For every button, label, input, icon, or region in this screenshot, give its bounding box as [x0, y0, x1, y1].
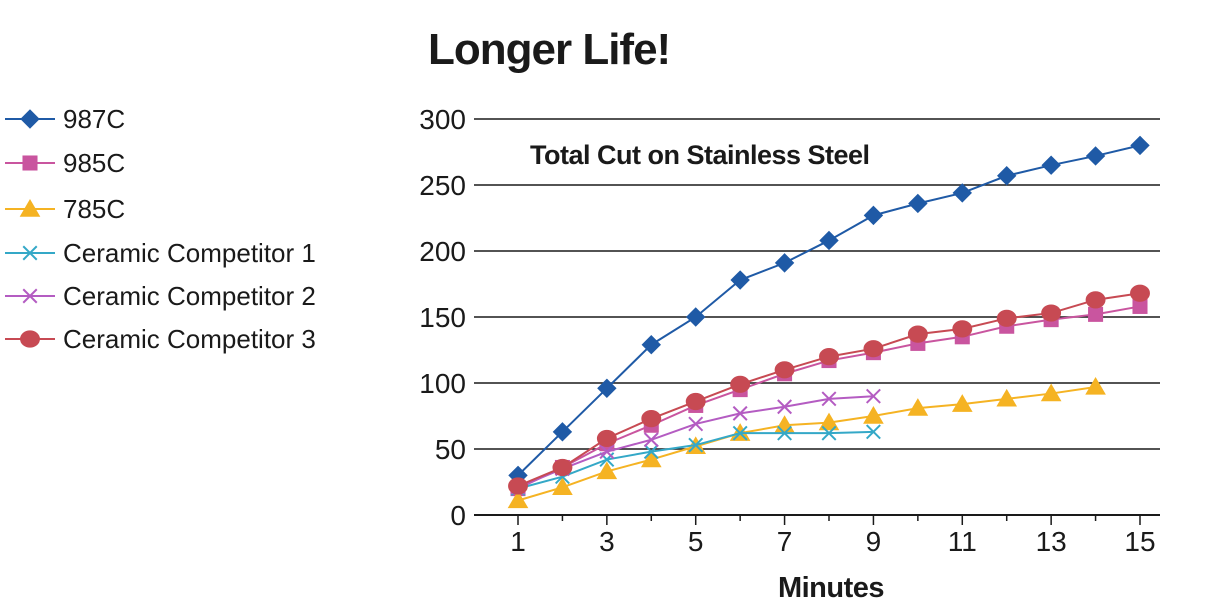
data-point-785c-12: [996, 388, 1018, 407]
data-point-ceramic-competitor-3-15: [1130, 284, 1150, 302]
legend: 987C 985C 785C Ceramic Competitor 1 Ceramic …: [5, 104, 316, 354]
data-point-785c-2: [552, 477, 573, 495]
series-line-785c: [517, 385, 1096, 502]
data-point-ceramic-competitor-2-7: [777, 399, 793, 415]
grid-lines: [474, 118, 1160, 450]
data-point-ceramic-competitor-3-9: [863, 340, 884, 358]
data-point-987c-4: [641, 335, 661, 355]
y-tick-label-0: 0: [450, 500, 466, 531]
data-point-987c-9: [863, 205, 884, 226]
data-point-ceramic-competitor-2-4: [643, 432, 659, 448]
data-point-ceramic-competitor-3-13: [1041, 304, 1062, 322]
data-point-ceramic-competitor-3-11: [952, 320, 973, 338]
y-tick-label-200: 200: [419, 236, 466, 267]
y-tick-label-50: 50: [435, 434, 466, 465]
legend-entry-987c: 987C: [5, 104, 125, 134]
x-axis-label: Minutes: [778, 572, 884, 604]
legend-marker-785c: [19, 199, 41, 217]
data-point-ceramic-competitor-3-12: [996, 309, 1017, 327]
legend-marker-987c: [20, 109, 40, 129]
legend-entry-785c: 785C: [5, 194, 125, 224]
data-point-785c-8: [818, 412, 840, 431]
chart-subtitle: Total Cut on Stainless Steel: [530, 140, 870, 170]
series-785c: [507, 376, 1106, 509]
y-tick-label-150: 150: [419, 302, 466, 333]
data-point-ceramic-competitor-3-1: [508, 477, 528, 495]
x-tick-label-1: 1: [510, 526, 526, 557]
data-point-ceramic-competitor-1-7: [777, 425, 793, 441]
data-point-785c-14: [1085, 376, 1106, 395]
data-point-987c-3: [597, 378, 617, 398]
data-point-ceramic-competitor-2-3: [599, 444, 615, 460]
data-point-987c-2: [552, 422, 573, 442]
data-point-987c-8: [819, 230, 839, 251]
data-point-ceramic-competitor-3-2: [552, 458, 573, 477]
data-point-987c-10: [908, 193, 928, 214]
legend-marker-985c: [22, 155, 38, 171]
data-point-ceramic-competitor-3-7: [774, 361, 795, 379]
data-point-ceramic-competitor-1-4: [643, 444, 659, 460]
legend-label-ceramic-competitor-3: Ceramic Competitor 3: [63, 324, 316, 354]
data-point-785c-10: [907, 398, 929, 416]
data-point-ceramic-competitor-1-8: [821, 425, 837, 441]
data-point-785c-13: [1040, 383, 1062, 402]
x-tick-label-15: 15: [1124, 526, 1155, 557]
x-tick-label-9: 9: [866, 526, 882, 557]
data-point-ceramic-competitor-2-5: [688, 416, 704, 432]
data-point-ceramic-competitor-3-3: [596, 429, 617, 448]
data-point-985c-14: [1088, 306, 1104, 322]
legend-entry-985c: 985C: [5, 148, 125, 178]
x-tick-label-7: 7: [777, 526, 793, 557]
x-tick-label-5: 5: [688, 526, 704, 557]
chart-title: Longer Life!: [428, 25, 670, 74]
legend-label-985c: 985C: [63, 148, 125, 178]
data-point-ceramic-competitor-1-9: [865, 424, 881, 440]
data-point-ceramic-competitor-3-6: [730, 375, 751, 393]
data-point-785c-1: [507, 490, 529, 509]
data-point-987c-15: [1130, 135, 1150, 156]
legend-label-987c: 987C: [63, 104, 125, 134]
data-point-ceramic-competitor-1-5: [688, 437, 704, 453]
data-point-987c-5: [686, 307, 706, 327]
data-point-785c-3: [596, 461, 618, 480]
data-point-785c-9: [863, 406, 884, 424]
legend-marker-ceramic-competitor-3: [20, 330, 40, 348]
legend-label-ceramic-competitor-1: Ceramic Competitor 1: [63, 238, 316, 268]
y-tick-label-300: 300: [419, 104, 466, 135]
data-point-ceramic-competitor-3-14: [1085, 291, 1106, 309]
data-point-ceramic-competitor-3-8: [819, 348, 839, 366]
data-point-785c-11: [951, 394, 973, 412]
legend-label-785c: 785C: [63, 194, 125, 224]
series-lines: [507, 135, 1150, 509]
legend-entry-ceramic-competitor-1: Ceramic Competitor 1: [5, 238, 316, 268]
data-point-785c-4: [640, 449, 662, 468]
legend-marker-ceramic-competitor-2: [22, 288, 38, 304]
data-point-ceramic-competitor-3-10: [907, 325, 928, 343]
legend-label-ceramic-competitor-2: Ceramic Competitor 2: [63, 281, 316, 311]
y-tick-label-100: 100: [419, 368, 466, 399]
data-point-ceramic-competitor-2-6: [732, 405, 748, 421]
data-point-987c-14: [1085, 146, 1106, 166]
data-point-987c-6: [730, 270, 750, 290]
data-point-ceramic-competitor-2-9: [865, 388, 881, 404]
y-tick-label-250: 250: [419, 170, 466, 201]
legend-marker-ceramic-competitor-1: [22, 245, 38, 261]
data-point-ceramic-competitor-3-5: [685, 392, 706, 411]
data-point-ceramic-competitor-1-6: [732, 425, 748, 441]
series-987c: [508, 135, 1150, 486]
x-tick-label-13: 13: [1036, 526, 1067, 557]
x-tick-label-11: 11: [948, 526, 977, 557]
legend-entry-ceramic-competitor-3: Ceramic Competitor 3: [5, 324, 316, 354]
data-point-987c-7: [774, 253, 795, 273]
data-point-987c-13: [1041, 155, 1061, 175]
x-tick-label-3: 3: [599, 526, 615, 557]
series-ceramic-competitor-3: [508, 284, 1150, 495]
data-point-987c-11: [952, 183, 972, 203]
data-point-987c-12: [997, 166, 1017, 186]
data-point-ceramic-competitor-2-8: [821, 391, 837, 407]
data-point-ceramic-competitor-3-4: [641, 410, 662, 428]
legend-entry-ceramic-competitor-2: Ceramic Competitor 2: [5, 281, 316, 311]
